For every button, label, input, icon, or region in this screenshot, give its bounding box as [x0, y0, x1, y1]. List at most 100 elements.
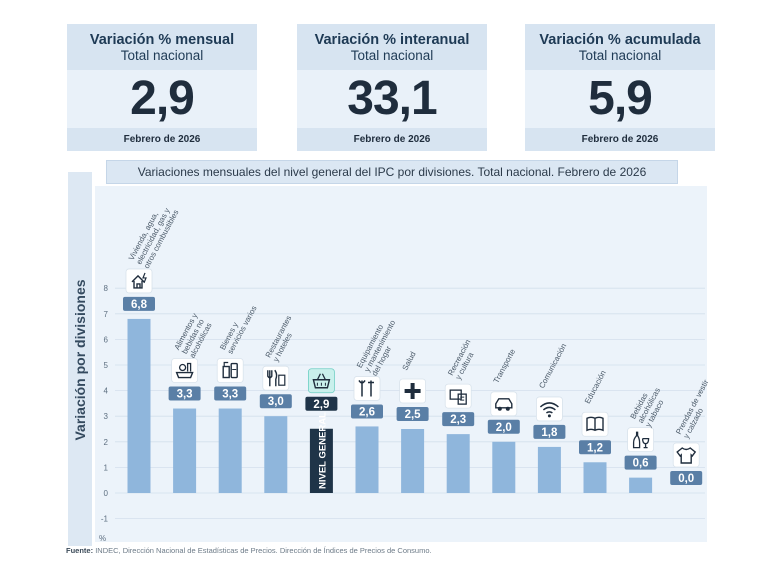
- icon-tile: [672, 442, 700, 468]
- category-label: Recreacióny cultura: [446, 338, 480, 381]
- icon-tile: [216, 358, 244, 383]
- category-label-line: Educación: [583, 369, 608, 405]
- card-cumulative-subtitle: Total nacional: [578, 48, 662, 63]
- basket-shape: [312, 379, 331, 389]
- bottle: [632, 431, 641, 449]
- category-label-line: Salud: [400, 350, 417, 372]
- bar: [218, 408, 242, 493]
- icon-tile: [307, 368, 335, 394]
- slats: [316, 382, 326, 386]
- y-tick-label: 8: [104, 284, 109, 293]
- card-yearly-value: 33,1: [347, 72, 437, 125]
- value-label: 0,6: [633, 458, 649, 470]
- source-label: Fuente:: [66, 546, 94, 555]
- card-yearly-title: Variación % interanual: [314, 32, 470, 48]
- shopping-basket-icon: [312, 373, 331, 389]
- category-label: Equipamientoy mantenimientodel hogar: [355, 314, 405, 377]
- dot: [547, 414, 551, 418]
- category-label: Comunicación: [537, 342, 568, 390]
- wrench: [358, 380, 366, 397]
- y-tick-label: 2: [104, 438, 109, 447]
- value-label: 3,0: [268, 396, 284, 408]
- value-label-bg: [168, 386, 201, 401]
- value-label: 2,6: [359, 406, 375, 418]
- icon-tile: [490, 391, 518, 417]
- food-basket-icon: [175, 362, 194, 379]
- house-icon: [131, 272, 147, 289]
- y-tick-label: 4: [104, 387, 109, 396]
- value-label-bg: [396, 407, 429, 421]
- card-monthly-body: 2,9: [67, 70, 257, 128]
- bar: [401, 429, 425, 493]
- value-label: 6,8: [131, 299, 148, 311]
- category-label: Bebidasalcohólicasy tabaco: [628, 382, 669, 428]
- bar: [583, 462, 607, 493]
- source-text: INDEC, Dirección Nacional de Estadística…: [95, 546, 432, 555]
- y-axis-band: [68, 172, 92, 546]
- fork: [267, 370, 273, 387]
- category-label: Educación: [583, 369, 608, 405]
- bar: [264, 416, 288, 493]
- card-monthly-title: Variación % mensual: [89, 32, 235, 48]
- category-label: Bienes yservicios varios: [218, 300, 259, 355]
- card-yearly: Variación % interanual Total nacional 33…: [297, 24, 487, 151]
- value-label: 2,9: [313, 399, 329, 411]
- bar: [492, 441, 516, 493]
- card-yearly-subtitle: Total nacional: [350, 48, 434, 63]
- icon-tile: [353, 376, 381, 401]
- bar: [127, 318, 151, 493]
- card-monthly-value: 2,9: [130, 72, 195, 125]
- card-yearly-header: Variación % interanual Total nacional: [297, 24, 487, 70]
- y-tick-label: 0: [104, 489, 109, 498]
- wheel-left: [497, 406, 502, 411]
- source-note: Fuente: INDEC, Dirección Nacional de Est…: [66, 546, 432, 555]
- fruit-shape: [178, 363, 187, 372]
- card-yearly-body: 33,1: [297, 70, 487, 128]
- category-label: Vivienda, agua,electricidad, gas yotros …: [127, 200, 181, 270]
- category-label: Transporte: [492, 347, 518, 384]
- bottle-glass-icon: [632, 431, 650, 449]
- value-label-bg: [214, 386, 247, 401]
- value-label: 3,3: [222, 389, 238, 401]
- pump: [223, 361, 229, 367]
- book-icon: [586, 416, 604, 432]
- value-label-bg: [624, 455, 657, 470]
- recreation-icon: [449, 389, 467, 405]
- category-label: Salud: [400, 350, 417, 372]
- bar-nivel-general: [309, 428, 333, 493]
- y-tick-label: 3: [104, 412, 109, 421]
- icon-tile: [627, 427, 654, 453]
- category-label: NIVEL GENERAL: [317, 412, 328, 489]
- y-unit-label: %: [99, 534, 106, 543]
- category-label: Alimentos ybebidas noalcohólicas: [172, 312, 214, 360]
- icon-tile: [536, 396, 563, 422]
- book-shape: [586, 416, 604, 432]
- chart-title: Variaciones mensuales del nivel general …: [106, 160, 678, 184]
- shirt: [676, 447, 697, 464]
- card-monthly-header: Variación % mensual Total nacional: [67, 24, 257, 70]
- value-label: 1,2: [587, 442, 603, 454]
- card-cumulative-header: Variación % acumulada Total nacional: [525, 24, 715, 70]
- icon-tile: [125, 268, 153, 294]
- basket-shape: [175, 371, 194, 379]
- bottle-b: [230, 362, 238, 379]
- wheel-right: [505, 406, 510, 411]
- card-cumulative-value: 5,9: [588, 72, 653, 125]
- book: [457, 393, 467, 405]
- card-monthly-period: Febrero de 2026: [67, 128, 257, 151]
- category-label: Restaurantesy hoteles: [264, 314, 301, 363]
- category-label-line: Transporte: [492, 347, 518, 384]
- y-tick-label: 5: [104, 361, 109, 370]
- y-tick-label: 6: [104, 335, 109, 344]
- bolt-shape: [142, 272, 147, 284]
- glass: [641, 437, 650, 449]
- bottle-shape: [186, 362, 192, 372]
- tools-icon: [358, 380, 374, 397]
- bed-shape: [278, 374, 286, 386]
- cutlery-icon: [267, 369, 286, 387]
- bar: [173, 408, 197, 493]
- value-label: 1,8: [541, 427, 558, 439]
- y-tick-label: -1: [101, 515, 109, 524]
- card-monthly: Variación % mensual Total nacional 2,9 F…: [67, 24, 257, 151]
- value-label-bg: [487, 419, 520, 434]
